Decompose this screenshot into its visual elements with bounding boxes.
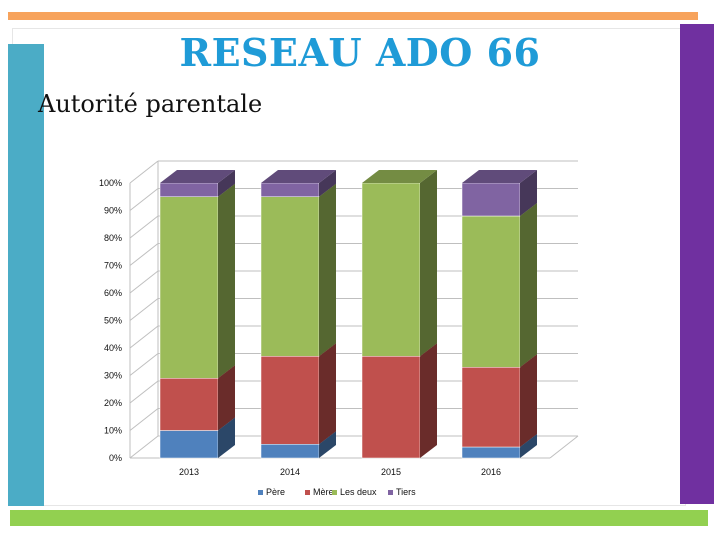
grid-line-side — [129, 188, 159, 211]
bar-segment-side — [218, 417, 235, 458]
bar-segment — [260, 182, 320, 197]
slide-subtitle: Autorité parentale — [38, 90, 263, 118]
bar-segment-side — [218, 170, 235, 197]
bar-segment — [260, 356, 320, 445]
grid-line-side — [129, 243, 159, 266]
bar-segment-top — [160, 170, 235, 183]
grid-line-side — [129, 408, 159, 431]
y-tick-label: 60% — [104, 288, 122, 298]
y-tick-label: 30% — [104, 371, 122, 381]
bar-segment-side — [520, 170, 537, 216]
grid-line-side — [129, 435, 159, 459]
bar-segment — [260, 444, 320, 459]
legend-swatch — [258, 490, 263, 495]
slide-title: RESEAU ADO 66 — [179, 30, 541, 75]
y-tick-label: 20% — [104, 398, 122, 408]
y-tick-label: 40% — [104, 343, 122, 353]
grid-line-side — [129, 215, 159, 239]
bar-segment — [159, 196, 219, 379]
x-tick-label: 2015 — [381, 467, 401, 477]
legend-swatch — [305, 490, 310, 495]
bar-segment — [159, 182, 219, 197]
bottom-decor-bar — [10, 510, 708, 526]
x-tick-label: 2016 — [481, 467, 501, 477]
left-decor-bar — [8, 44, 44, 506]
bar-segment-side — [218, 183, 235, 379]
bar-segment — [461, 215, 521, 368]
bar-segment — [159, 378, 219, 431]
y-tick-label: 0% — [109, 453, 122, 463]
grid-line-side — [129, 353, 159, 376]
legend-label: Les deux — [340, 487, 377, 497]
bar-segment — [260, 196, 320, 357]
bar-segment-side — [319, 183, 336, 357]
bar-segment — [461, 367, 521, 448]
y-tick-label: 70% — [104, 261, 122, 271]
top-decor-bar — [8, 12, 698, 20]
legend-label: Mère — [313, 487, 334, 497]
bar-segment — [361, 182, 421, 357]
bar-segment — [361, 356, 421, 459]
grid-line-side — [129, 325, 159, 349]
y-tick-label: 50% — [104, 316, 122, 326]
bar-segment — [159, 430, 219, 459]
grid-line-side — [129, 298, 159, 321]
bar-segment-side — [520, 203, 537, 368]
bar-segment-side — [420, 343, 437, 458]
bar-segment-side — [319, 170, 336, 197]
legend-swatch — [388, 490, 393, 495]
legend-label: Père — [266, 487, 285, 497]
bar-segment — [461, 182, 521, 217]
floor-edge — [549, 435, 579, 459]
grid-line-side — [129, 160, 159, 184]
x-tick-label: 2013 — [179, 467, 199, 477]
grid-line-side — [129, 270, 159, 294]
bar-segment-side — [520, 354, 537, 447]
bar-segment-top — [462, 170, 537, 183]
right-decor-bar — [680, 24, 714, 504]
y-tick-label: 90% — [104, 206, 122, 216]
bar-segment-side — [319, 431, 336, 458]
y-tick-label: 80% — [104, 233, 122, 243]
bar-segment-top — [362, 170, 437, 183]
bar-segment — [461, 446, 521, 459]
bar-segment-side — [420, 170, 437, 357]
y-tick-label: 10% — [104, 426, 122, 436]
bar-segment-side — [520, 434, 537, 458]
bar-segment-top — [261, 170, 336, 183]
grid-line-side — [129, 380, 159, 404]
legend-label: Tiers — [396, 487, 416, 497]
bar-segment-side — [319, 343, 336, 445]
y-tick-label: 100% — [99, 178, 122, 188]
legend-swatch — [332, 490, 337, 495]
x-tick-label: 2014 — [280, 467, 300, 477]
bar-segment-side — [218, 365, 235, 431]
